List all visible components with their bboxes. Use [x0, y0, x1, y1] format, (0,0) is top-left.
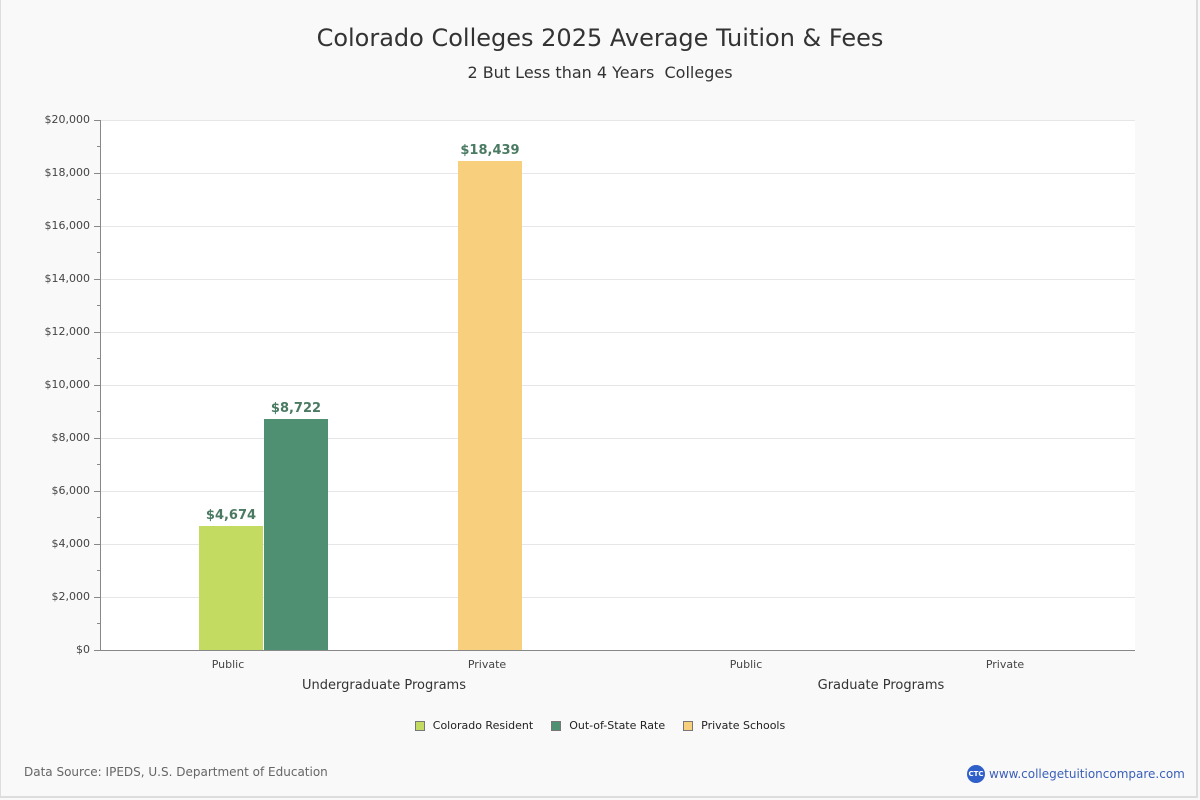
y-tick-label: $18,000 [44, 166, 91, 179]
y-minor-tick [97, 570, 100, 571]
y-tick [94, 544, 100, 545]
y-minor-tick [97, 517, 100, 518]
x-category-label: Public [211, 658, 245, 671]
y-tick [94, 438, 100, 439]
gridline [100, 226, 1135, 227]
x-category-label: Private [467, 658, 507, 671]
legend-swatch [551, 720, 562, 731]
gridline [100, 120, 1135, 121]
y-tick-label: $16,000 [44, 219, 91, 232]
y-tick [94, 279, 100, 280]
legend-label: Private Schools [701, 719, 786, 732]
y-minor-tick [97, 146, 100, 147]
ctc-logo-icon: CTC [967, 765, 985, 783]
gridline [100, 438, 1135, 439]
y-tick-label: $12,000 [44, 325, 91, 338]
x-category-label: Private [985, 658, 1025, 671]
legend-item-private-schools[interactable]: Private Schools [683, 719, 785, 732]
y-axis [100, 120, 101, 651]
y-tick [94, 120, 100, 121]
y-tick-label: $4,000 [51, 537, 91, 550]
bar-value-label: $18,439 [460, 143, 520, 158]
x-group-label: Undergraduate Programs [302, 678, 466, 693]
y-tick-label: $10,000 [44, 378, 91, 391]
brand-url: www.collegetuitioncompare.com [989, 767, 1185, 781]
y-minor-tick [97, 623, 100, 624]
legend-label: Out-of-State Rate [569, 719, 666, 732]
x-group-label: Graduate Programs [817, 678, 945, 693]
y-tick-label: $14,000 [44, 272, 91, 285]
x-category-label: Public [729, 658, 763, 671]
y-minor-tick [97, 199, 100, 200]
gridline [100, 332, 1135, 333]
y-tick-label: $0 [76, 643, 90, 656]
bar-value-label: $8,722 [270, 401, 322, 416]
chart-subtitle: 2 But Less than 4 Years Colleges [467, 63, 733, 82]
bar-ug-public-resident[interactable] [199, 526, 263, 650]
y-tick [94, 491, 100, 492]
bar-ug-private[interactable] [458, 161, 522, 650]
legend-label: Colorado Resident [432, 719, 534, 732]
y-tick [94, 226, 100, 227]
bar-ug-public-out-of-state[interactable] [264, 419, 328, 650]
brand-link[interactable]: CTC www.collegetuitioncompare.com [967, 765, 1185, 783]
legend-item-colorado-resident[interactable]: Colorado Resident [414, 719, 534, 732]
gridline [100, 385, 1135, 386]
y-tick [94, 650, 100, 651]
y-tick-label: $8,000 [51, 431, 91, 444]
y-tick [94, 385, 100, 386]
gridline [100, 279, 1135, 280]
y-tick [94, 173, 100, 174]
y-tick [94, 332, 100, 333]
y-minor-tick [97, 358, 100, 359]
y-minor-tick [97, 411, 100, 412]
gridline [100, 491, 1135, 492]
gridline [100, 544, 1135, 545]
y-minor-tick [97, 305, 100, 306]
gridline [100, 173, 1135, 174]
legend-item-out-of-state[interactable]: Out-of-State Rate [551, 719, 665, 732]
y-minor-tick [97, 464, 100, 465]
x-axis [100, 650, 1135, 651]
chart-title: Colorado Colleges 2025 Average Tuition &… [316, 24, 884, 52]
y-tick-label: $2,000 [51, 590, 91, 603]
y-minor-tick [97, 252, 100, 253]
legend: Colorado Resident Out-of-State Rate Priv… [0, 719, 1200, 732]
y-tick [94, 597, 100, 598]
data-source: Data Source: IPEDS, U.S. Department of E… [24, 765, 328, 779]
y-tick-label: $20,000 [44, 113, 91, 126]
legend-swatch [414, 720, 425, 731]
y-tick-label: $6,000 [51, 484, 91, 497]
legend-swatch [683, 720, 694, 731]
bar-value-label: $4,674 [205, 508, 257, 523]
gridline [100, 597, 1135, 598]
